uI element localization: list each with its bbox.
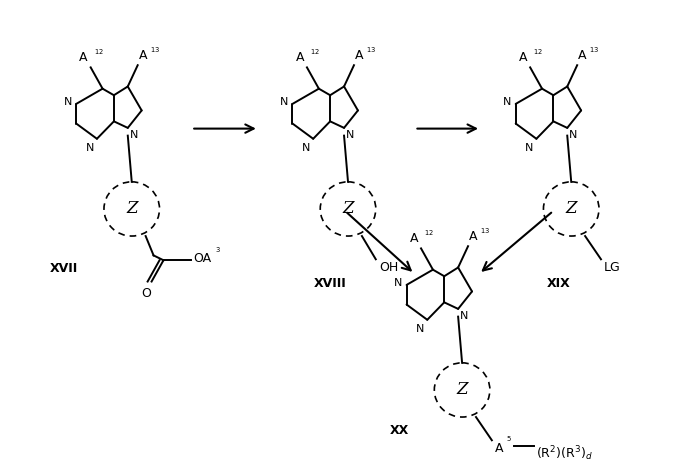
Text: XX: XX <box>390 424 409 437</box>
Text: XVII: XVII <box>50 262 78 275</box>
Text: LG: LG <box>604 261 621 274</box>
Text: N: N <box>346 130 354 140</box>
Text: O: O <box>142 287 152 300</box>
Text: A: A <box>519 51 527 65</box>
Text: N: N <box>280 97 289 107</box>
Text: A: A <box>296 51 304 65</box>
Text: (R$^{2}$)(R$^{3}$)$_{d}$: (R$^{2}$)(R$^{3}$)$_{d}$ <box>535 444 592 463</box>
Text: N: N <box>64 97 72 107</box>
Text: OH: OH <box>379 261 398 274</box>
Text: $^{13}$: $^{13}$ <box>366 47 376 58</box>
Text: $^{5}$: $^{5}$ <box>506 436 512 446</box>
Text: $^{13}$: $^{13}$ <box>480 228 490 239</box>
Text: Z: Z <box>456 381 468 398</box>
Text: $^{12}$: $^{12}$ <box>533 50 543 59</box>
Text: N: N <box>130 130 138 140</box>
Text: N: N <box>503 97 512 107</box>
Text: A: A <box>469 230 477 243</box>
Text: A: A <box>138 49 147 62</box>
Text: N: N <box>525 143 533 153</box>
Text: Z: Z <box>565 200 577 218</box>
Text: A: A <box>410 233 418 246</box>
Text: A: A <box>355 49 363 62</box>
Text: Z: Z <box>343 200 354 218</box>
Text: A: A <box>578 49 586 62</box>
Text: $^{12}$: $^{12}$ <box>94 50 103 59</box>
Text: Z: Z <box>126 200 138 218</box>
Text: A: A <box>495 442 503 455</box>
Text: OA: OA <box>193 252 211 265</box>
Text: $^{13}$: $^{13}$ <box>589 47 599 58</box>
Text: A: A <box>79 51 87 65</box>
Text: $^{12}$: $^{12}$ <box>310 50 320 59</box>
Text: XVIII: XVIII <box>314 277 347 290</box>
Text: N: N <box>85 143 94 153</box>
Text: $^{12}$: $^{12}$ <box>424 231 434 241</box>
Text: N: N <box>394 278 403 288</box>
Text: $^{3}$: $^{3}$ <box>215 248 221 257</box>
Text: N: N <box>416 324 424 334</box>
Text: N: N <box>302 143 310 153</box>
Text: N: N <box>569 130 577 140</box>
Text: XIX: XIX <box>547 277 570 290</box>
Text: N: N <box>460 311 468 321</box>
Text: $^{13}$: $^{13}$ <box>150 47 160 58</box>
